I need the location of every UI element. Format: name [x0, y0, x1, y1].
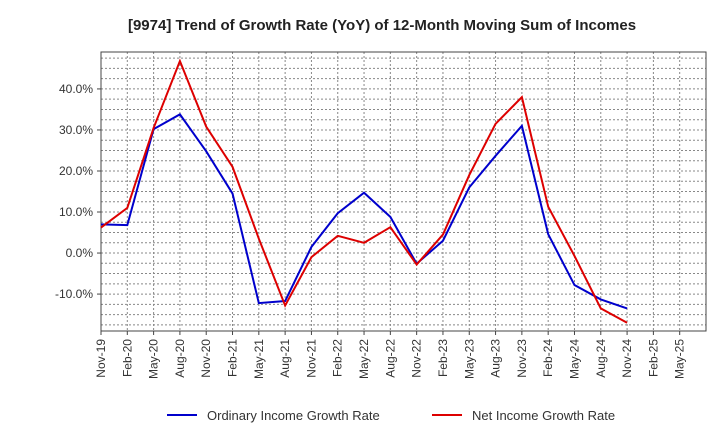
- x-tick-label: Aug-20: [173, 339, 187, 378]
- x-tick-label: May-25: [673, 339, 687, 379]
- x-tick-label: Feb-23: [436, 339, 450, 377]
- grid-lines: [101, 52, 706, 331]
- x-tick-label: May-22: [357, 339, 371, 379]
- x-tick-label: Aug-24: [594, 339, 608, 378]
- x-tick-label: Feb-25: [646, 339, 660, 377]
- x-tick-label: Nov-23: [515, 339, 529, 378]
- y-tick-label: 40.0%: [59, 82, 93, 96]
- x-tick-label: Nov-19: [94, 339, 108, 378]
- x-tick-label: Feb-22: [331, 339, 345, 377]
- legend-label: Ordinary Income Growth Rate: [207, 408, 380, 423]
- series-lines: [100, 58, 628, 324]
- x-tick-label: Nov-24: [620, 339, 634, 378]
- x-tick-label: Nov-22: [410, 339, 424, 378]
- x-tick-label: Aug-23: [489, 339, 503, 378]
- legend-label: Net Income Growth Rate: [472, 408, 615, 423]
- x-tick-label: May-23: [462, 339, 476, 379]
- y-tick-label: 10.0%: [59, 205, 93, 219]
- x-tick-label: May-21: [252, 339, 266, 379]
- y-tick-label: 20.0%: [59, 164, 93, 178]
- y-tick-label: 30.0%: [59, 123, 93, 137]
- x-tick-label: May-20: [147, 339, 161, 379]
- series-line-ordinary-income: [100, 113, 628, 310]
- y-axis: -10.0% 0.0% 10.0% 20.0% 30.0% 40.0%: [55, 82, 101, 301]
- x-tick-label: Nov-20: [199, 339, 213, 378]
- x-tick-label: Feb-24: [541, 339, 555, 377]
- y-tick-label: -10.0%: [55, 287, 93, 301]
- series-line-net-income: [100, 58, 628, 324]
- chart-title: [9974] Trend of Growth Rate (YoY) of 12-…: [128, 17, 636, 34]
- y-tick-label: 0.0%: [66, 246, 94, 260]
- x-tick-label: Feb-20: [120, 339, 134, 377]
- x-tick-label: Aug-22: [383, 339, 397, 378]
- x-tick-label: Aug-21: [278, 339, 292, 378]
- x-axis: Nov-19 Feb-20 May-20 Aug-20 Nov-20 Feb-21 May-…: [94, 331, 687, 379]
- x-tick-label: Feb-21: [226, 339, 240, 377]
- plot-area: [100, 51, 707, 332]
- x-tick-label: May-24: [567, 339, 581, 379]
- x-tick-label: Nov-21: [304, 339, 318, 378]
- legend: Ordinary Income Growth Rate Net Income Gr…: [167, 408, 615, 423]
